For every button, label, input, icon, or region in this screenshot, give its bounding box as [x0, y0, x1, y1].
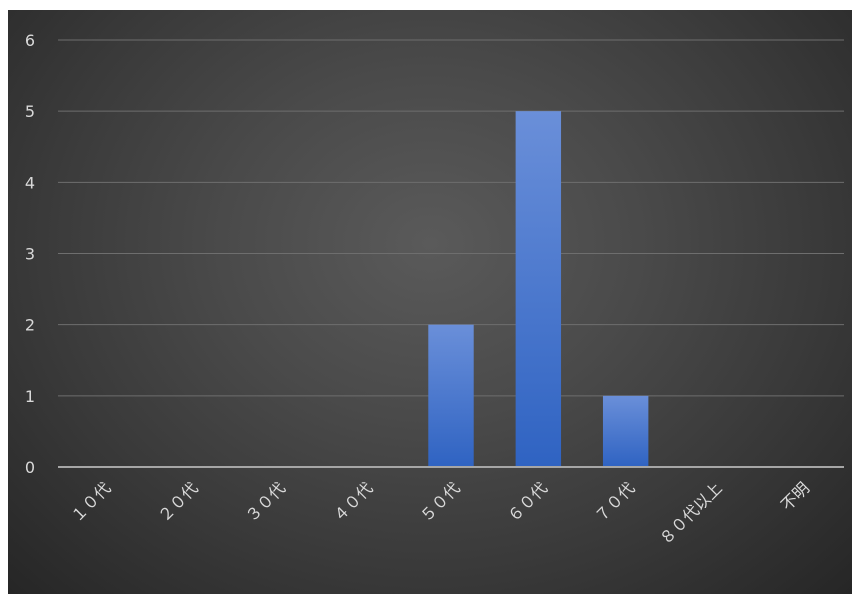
bar	[428, 324, 474, 467]
x-category-label: ５０代	[416, 478, 463, 525]
y-tick-label: 5	[25, 102, 35, 121]
bar	[515, 111, 562, 468]
bar	[602, 395, 649, 467]
x-category-label: ３０代	[242, 478, 289, 525]
x-category-label: ４０代	[329, 478, 376, 525]
y-tick-label: 0	[25, 458, 35, 477]
y-tick-label: 2	[25, 316, 35, 335]
y-tick-label: 6	[25, 31, 35, 50]
x-category-label: 不明	[777, 478, 813, 514]
y-axis-tick-labels: 0 1 2 3 4 5 6	[25, 31, 35, 477]
y-tick-label: 4	[25, 173, 35, 192]
y-tick-label: 3	[25, 245, 35, 264]
chart-area: 0 1 2 3 4 5 6 １０代 ２０代 ３０代 ４０代 ５０代 ６０代 ７０代 ８０代以上 不明	[8, 10, 852, 594]
x-category-label: ２０代	[154, 478, 201, 525]
bar-chart: 0 1 2 3 4 5 6 １０代 ２０代 ３０代 ４０代 ５０代 ６０代 ７０代 ８０代以上 不明	[25, 31, 844, 548]
x-category-label: ８０代以上	[656, 478, 726, 548]
bars	[428, 111, 649, 468]
x-category-label: ７０代	[591, 478, 638, 525]
y-tick-label: 1	[25, 387, 35, 406]
x-category-label: １０代	[67, 478, 114, 525]
gridlines	[58, 39, 844, 397]
x-axis-category-labels: １０代 ２０代 ３０代 ４０代 ５０代 ６０代 ７０代 ８０代以上 不明	[67, 478, 813, 548]
x-category-label: ６０代	[504, 478, 551, 525]
